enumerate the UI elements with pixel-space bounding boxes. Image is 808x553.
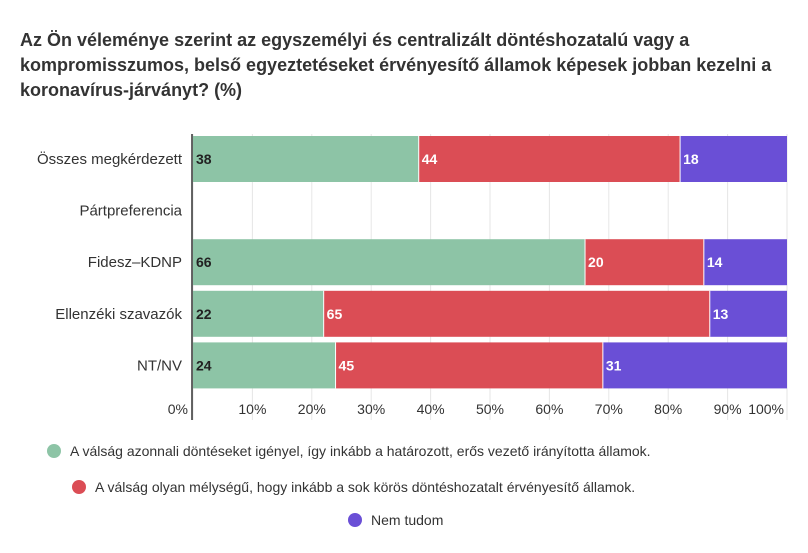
x-tick-label: 50% [476, 401, 504, 417]
data-label-deliberative: 45 [339, 357, 355, 373]
data-label-dont-know: 31 [606, 357, 622, 373]
bar-segment-dont-know [703, 239, 787, 286]
data-label-decisive: 66 [196, 254, 212, 270]
legend-swatch-decisive [47, 444, 61, 458]
legend-item-deliberative: A válság olyan mélységű, hogy inkább a s… [72, 479, 635, 495]
stacked-bar-chart: 38 44 18 66 20 14 22 65 13 24 45 31 Összes megkérde… [37, 134, 788, 420]
bar-segment-decisive [193, 136, 419, 182]
legend-item-decisive: A válság azonnali döntéseket igényel, íg… [47, 443, 651, 459]
x-tick-label: 70% [595, 401, 623, 417]
category-label: Ellenzéki szavazók [55, 306, 182, 323]
bar-segment-decisive [193, 290, 324, 337]
bar-segment-deliberative [323, 290, 710, 337]
x-tick-label: 30% [357, 401, 385, 417]
data-label-deliberative: 65 [327, 306, 343, 322]
bar-segment-deliberative [418, 136, 681, 182]
x-tick-label: 80% [654, 401, 682, 417]
category-label: Fidesz–KDNP [88, 254, 182, 271]
x-tick-label: 90% [714, 401, 742, 417]
data-label-decisive: 22 [196, 306, 212, 322]
chart-title: Az Ön véleménye szerint az egyszemélyi é… [20, 30, 772, 100]
bar-segment-dont-know [680, 136, 787, 182]
x-tick-label: 20% [298, 401, 326, 417]
x-tick-label: 60% [535, 401, 563, 417]
bar-segment-decisive [193, 239, 586, 286]
category-label: Pártpreferencia [79, 203, 182, 220]
legend-swatch-dont-know [348, 513, 362, 527]
legend-label-decisive: A válság azonnali döntéseket igényel, íg… [70, 443, 651, 459]
legend-item-dont-know: Nem tudom [348, 512, 443, 528]
category-labels: Összes megkérdezett Pártpreferencia Fidesz… [37, 150, 183, 374]
bar-segment-dont-know [602, 342, 787, 389]
bar-segment-dont-know [709, 290, 787, 337]
data-label-dont-know: 14 [707, 254, 723, 270]
data-label-dont-know: 18 [683, 151, 699, 167]
data-label-dont-know: 13 [713, 306, 729, 322]
data-label-deliberative: 20 [588, 254, 604, 270]
data-label-decisive: 24 [196, 357, 212, 373]
bar-segment-deliberative [585, 239, 704, 286]
bar-segment-deliberative [335, 342, 603, 389]
category-label: Összes megkérdezett [37, 150, 183, 168]
x-tick-label: 100% [748, 401, 784, 417]
bar-segment-decisive [193, 342, 336, 389]
category-label: NT/NV [137, 357, 182, 374]
data-label-decisive: 38 [196, 151, 212, 167]
x-tick-label: 10% [238, 401, 266, 417]
data-label-deliberative: 44 [422, 151, 438, 167]
legend-label-dont-know: Nem tudom [371, 512, 444, 528]
x-tick-label: 0% [168, 401, 188, 417]
legend-label-deliberative: A válság olyan mélységű, hogy inkább a s… [95, 479, 636, 495]
bars: 38 44 18 66 20 14 22 65 13 24 45 31 [193, 136, 787, 389]
x-tick-label: 40% [417, 401, 445, 417]
x-axis-ticks: 0% 10% 20% 30% 40% 50% 60% 70% 80% 90% 100% [168, 401, 784, 417]
legend-swatch-deliberative [72, 480, 86, 494]
